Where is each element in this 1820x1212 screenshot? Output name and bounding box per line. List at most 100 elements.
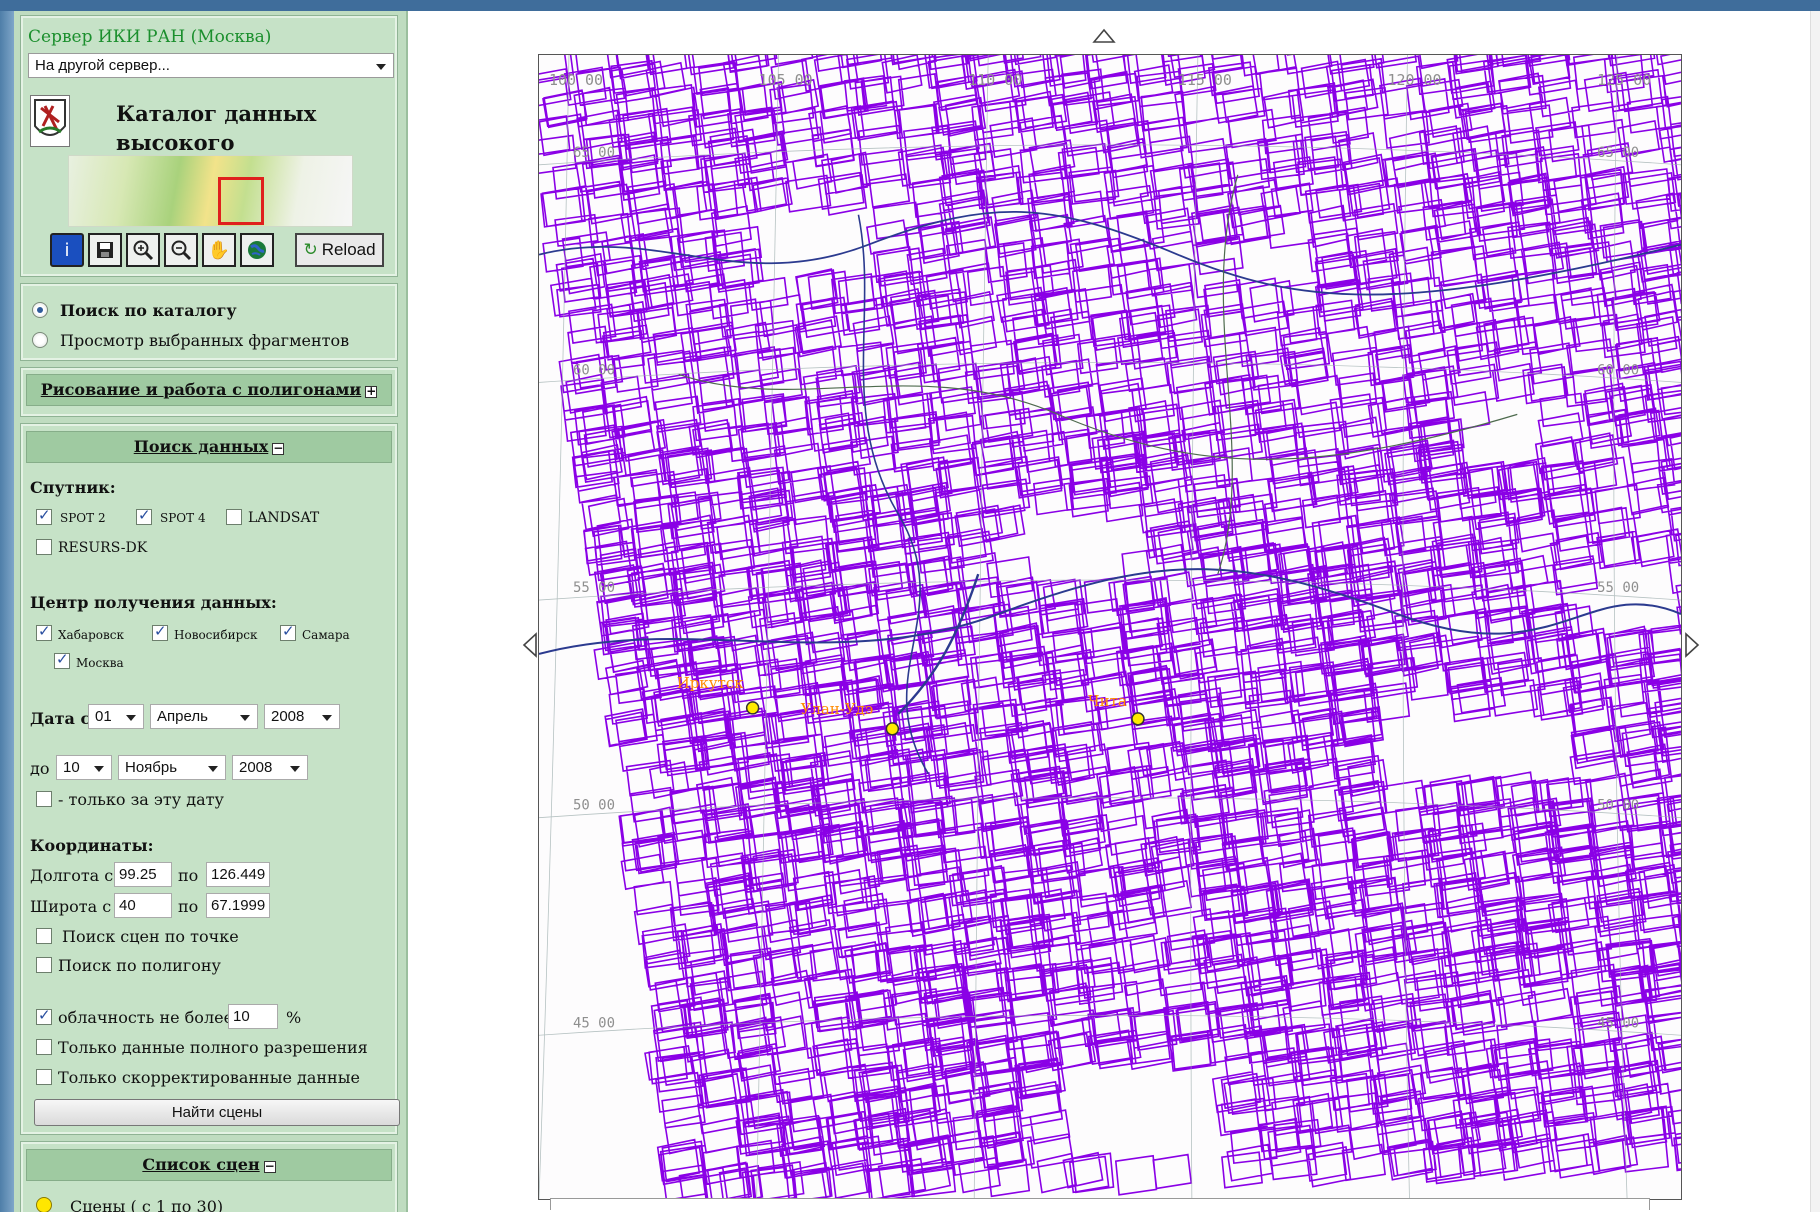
radio-search-catalog-label[interactable]: Поиск по каталогу [60, 301, 237, 320]
latitude-label-right: 55 00 [1597, 580, 1639, 596]
info-icon[interactable]: i [50, 233, 84, 267]
radio-search-catalog[interactable] [32, 302, 48, 318]
checkbox-moscow[interactable] [54, 650, 70, 669]
date-from-year-value: 2008 [271, 708, 305, 725]
city-marker[interactable] [745, 701, 760, 715]
reload-button[interactable]: ↻ Reload [295, 233, 384, 267]
city-label: Улан-Удэ [801, 700, 874, 718]
hand-icon[interactable]: ✋ [202, 233, 236, 267]
checkbox-samara[interactable] [280, 622, 296, 641]
center-label: Центр получения данных: [30, 593, 277, 612]
save-icon[interactable] [88, 233, 122, 267]
city-marker[interactable] [885, 722, 900, 736]
latitude-label-right: 60 00 [1597, 362, 1639, 378]
checkbox-samara-label: Самара [302, 628, 350, 642]
checkbox-khabarovsk-label: Хабаровск [58, 628, 124, 642]
zoom-out-icon[interactable] [164, 233, 198, 267]
date-from-day-select[interactable]: 01 [88, 704, 144, 729]
scene-status-icon [36, 1197, 52, 1212]
search-header[interactable]: Поиск данных − [26, 431, 392, 463]
meridian-line [1190, 55, 1199, 1199]
date-from-month-select[interactable]: Апрель [150, 704, 258, 729]
checkbox-spot4-label: SPOT 4 [160, 511, 206, 525]
lat-to-input[interactable]: 67.1999 [206, 893, 270, 918]
lat-from-input[interactable]: 40 [114, 893, 172, 918]
date-from-year-select[interactable]: 2008 [264, 704, 340, 729]
radio-view-selected[interactable] [32, 332, 48, 348]
pan-up-icon[interactable] [1092, 28, 1116, 44]
checkbox-only-date[interactable] [36, 791, 52, 807]
parallel-line [539, 797, 1681, 819]
longitude-label: 100 00 [549, 71, 603, 89]
checkbox-full-res-label: Только данные полного разрешения [58, 1038, 368, 1057]
parallel-line [539, 144, 1681, 166]
checkbox-full-res[interactable] [36, 1039, 52, 1055]
lon-from-input[interactable]: 99.25 [114, 862, 172, 887]
checkbox-polygon-search[interactable] [36, 957, 52, 973]
polygons-header-label: Рисование и работа с полигонами [40, 380, 362, 399]
checkbox-corrected[interactable] [36, 1069, 52, 1085]
collapse-icon: − [272, 441, 285, 455]
status-strip [550, 1198, 1650, 1210]
latitude-label-left: 55 00 [573, 580, 615, 596]
latitude-label-right: 50 00 [1597, 798, 1639, 814]
checkbox-landsat[interactable] [226, 509, 242, 525]
scene-list-header[interactable]: Список сцен − [26, 1149, 392, 1181]
checkbox-resurs[interactable] [36, 539, 52, 555]
coords-label: Координаты: [30, 836, 154, 855]
city-marker[interactable] [1131, 712, 1145, 726]
date-to-month-select[interactable]: Ноябрь [118, 755, 226, 780]
zoom-in-icon[interactable] [126, 233, 160, 267]
catalog-title-line1: Каталог данных [116, 101, 317, 126]
latitude-label-left: 60 00 [573, 362, 615, 378]
checkbox-spot4[interactable] [136, 506, 152, 525]
chevron-down-icon [376, 64, 386, 70]
scene-list-range: Сцены ( с 1 по 30) [70, 1197, 224, 1212]
scrollbar[interactable] [1810, 11, 1820, 1212]
lon-from-label: Долгота с [30, 866, 114, 885]
latitude-label-left: 45 00 [573, 1015, 615, 1031]
scene-footprint-map[interactable]: 100 00 105 00 110 00 115 00 120 00 125 00 65 0… [538, 54, 1682, 1200]
longitude-label: 115 00 [1178, 71, 1232, 89]
radio-view-selected-label[interactable]: Просмотр выбранных фрагментов [60, 331, 350, 350]
refresh-icon: ↻ [303, 240, 318, 259]
minimap-view-box[interactable] [218, 177, 264, 225]
globe-icon[interactable] [240, 233, 274, 267]
longitude-label: 120 00 [1388, 71, 1442, 89]
city-label: Чита [1088, 692, 1127, 710]
country-border [539, 211, 1681, 296]
sidebar: Сервер ИКИ РАН (Москва) На другой сервер… [14, 11, 408, 1212]
region-border [678, 373, 1518, 460]
meridian-line [1402, 55, 1410, 1199]
checkbox-novosibirsk[interactable] [152, 622, 168, 641]
lat-from-label: Широта с [30, 897, 112, 916]
date-to-year-select[interactable]: 2008 [232, 755, 308, 780]
checkbox-khabarovsk[interactable] [36, 622, 52, 641]
window-left-edge [0, 11, 14, 1212]
lat-to-label: по [178, 897, 199, 916]
scene-list-header-label: Список сцен [142, 1155, 260, 1174]
lon-to-input[interactable]: 126.449 [206, 862, 270, 887]
longitude-label: 105 00 [759, 71, 813, 89]
date-to-label: до [30, 759, 50, 778]
meridian-line [973, 55, 989, 1199]
date-to-day-select[interactable]: 10 [56, 755, 112, 780]
find-scenes-button[interactable]: Найти сцены [34, 1099, 400, 1126]
date-to-day-value: 10 [63, 759, 80, 776]
pan-left-icon[interactable] [522, 632, 538, 658]
checkbox-cloud[interactable] [36, 1006, 52, 1025]
polygons-header[interactable]: Рисование и работа с полигонами + [26, 374, 392, 406]
server-select[interactable]: На другой сервер... [28, 53, 394, 78]
pan-right-icon[interactable] [1684, 632, 1700, 658]
mode-panel [20, 283, 398, 361]
lon-to-label: по [178, 866, 199, 885]
checkbox-polygon-search-label: Поиск по полигону [58, 956, 221, 975]
chevron-down-icon [322, 715, 332, 721]
checkbox-landsat-label: LANDSAT [248, 510, 320, 526]
server-title: Сервер ИКИ РАН (Москва) [28, 27, 272, 47]
cloud-input[interactable]: 10 [228, 1004, 278, 1029]
checkbox-spot2[interactable] [36, 506, 52, 525]
overview-minimap[interactable] [68, 155, 353, 227]
checkbox-point-search[interactable] [36, 928, 52, 944]
meridian-line [1613, 55, 1628, 1199]
